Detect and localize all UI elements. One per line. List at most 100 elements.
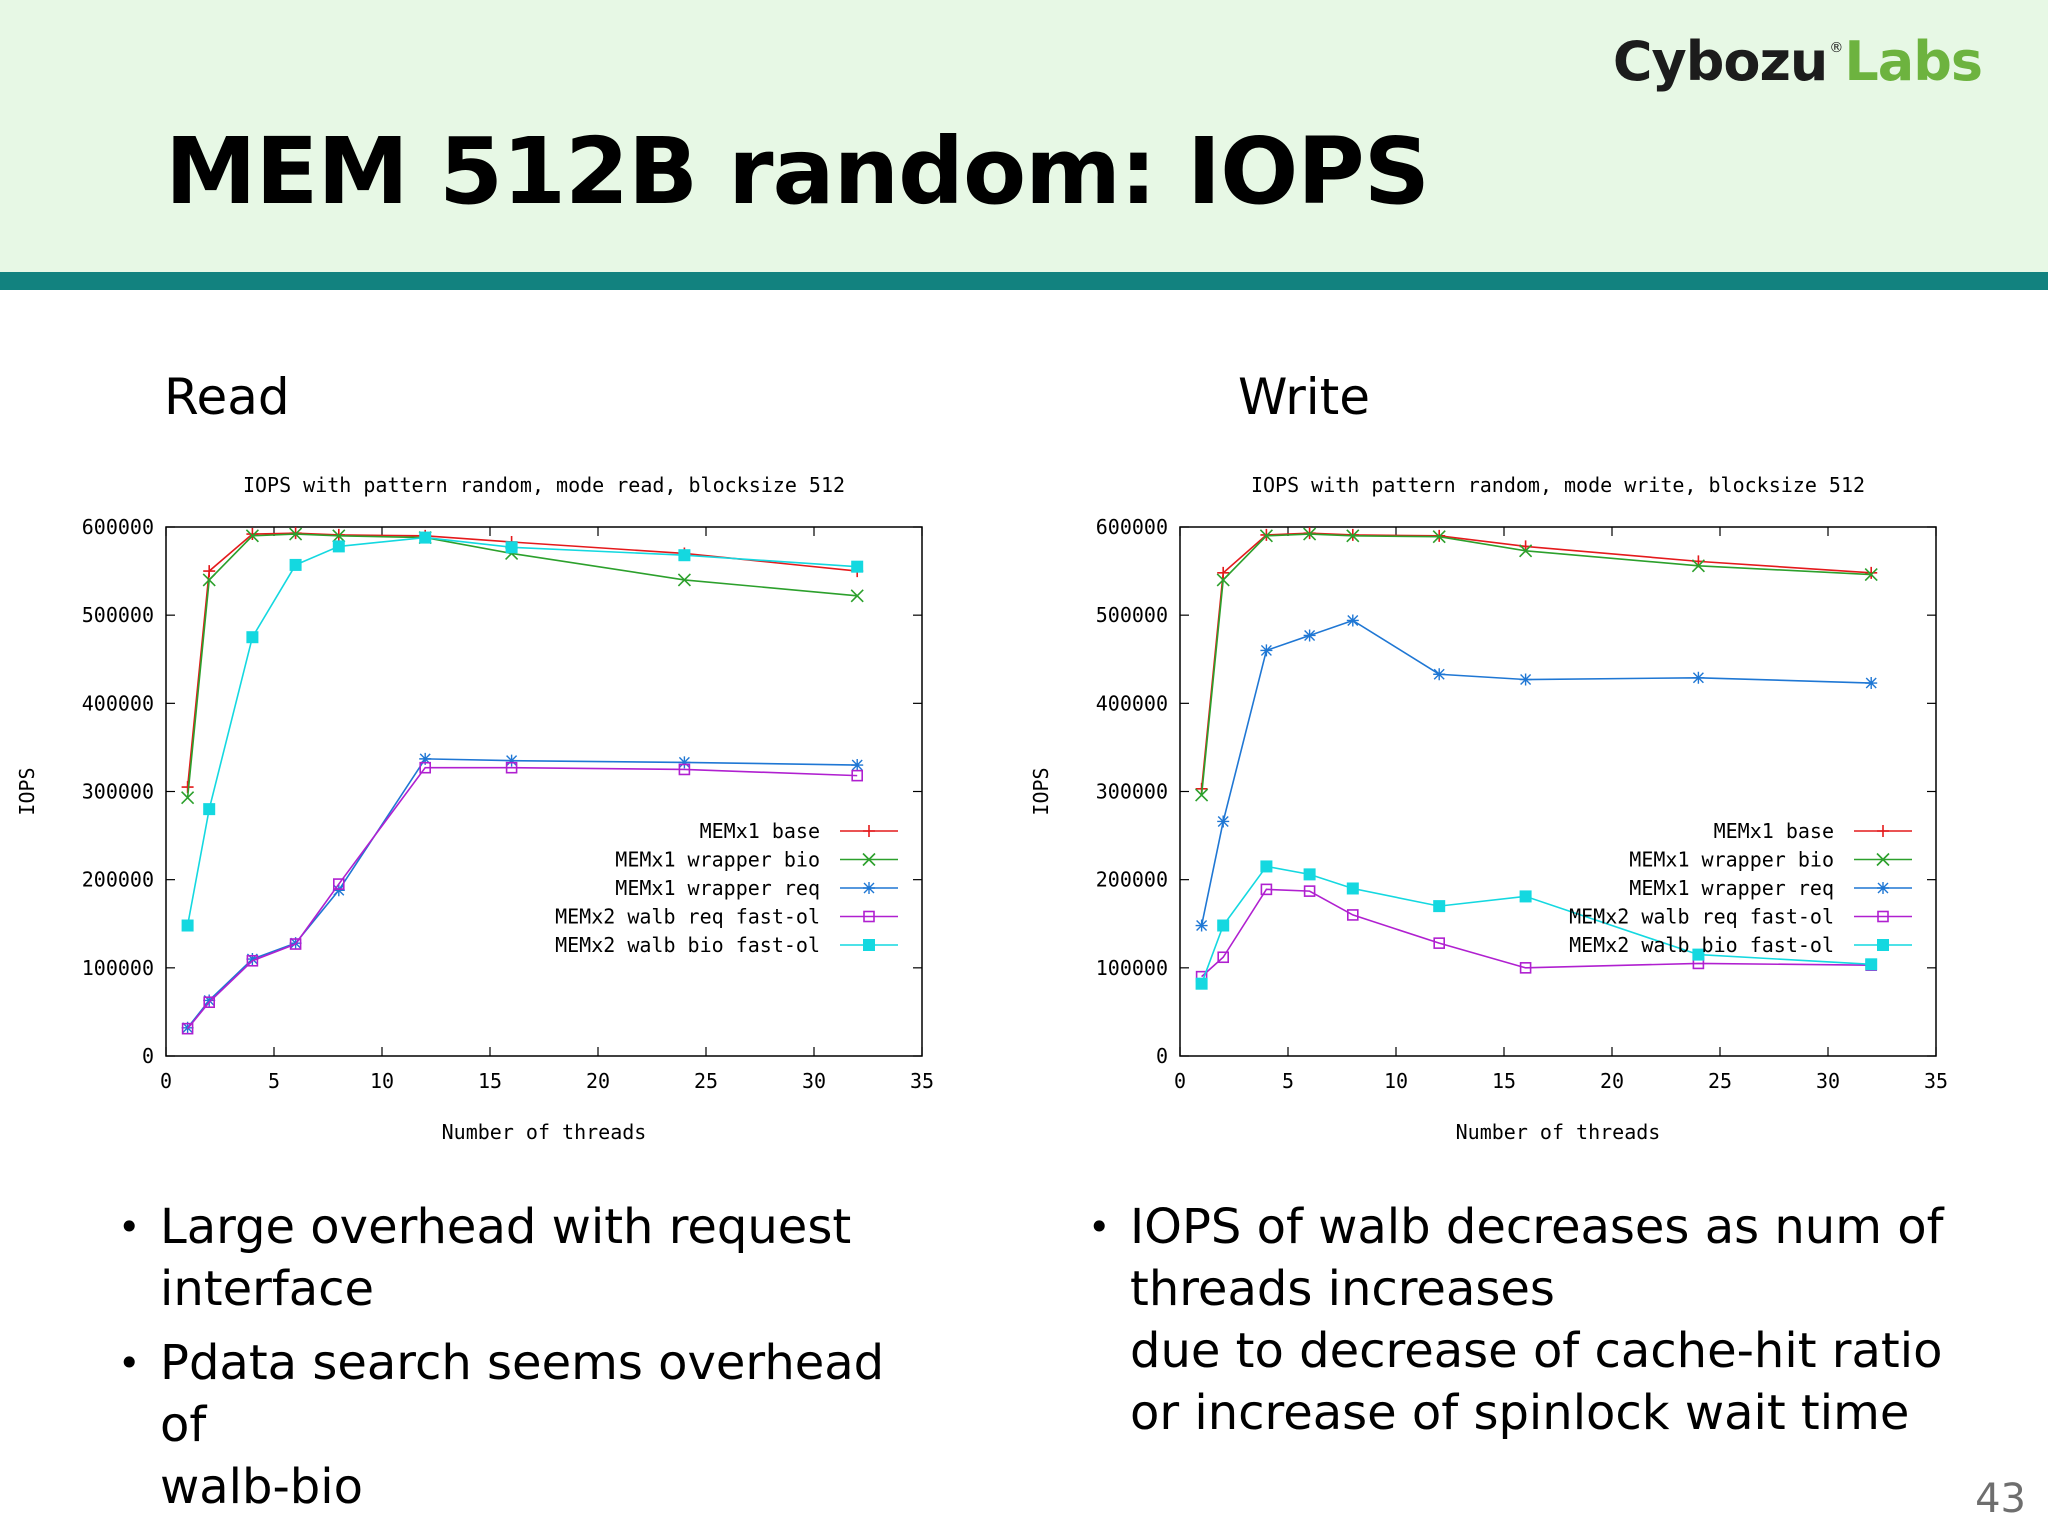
data-point: [1519, 673, 1532, 686]
series-line: [186, 533, 858, 798]
data-point: [332, 884, 345, 897]
data-point: [203, 996, 215, 1009]
y-tick-label: 200000: [1096, 868, 1168, 892]
data-point: [505, 761, 518, 774]
write-subhead: Write: [1238, 368, 1371, 426]
data-point: [1195, 977, 1208, 990]
legend-label: MEMx1 wrapper bio: [1629, 848, 1834, 872]
data-point: [1303, 629, 1316, 642]
data-point: [1217, 951, 1229, 964]
x-tick-label: 30: [802, 1069, 826, 1093]
data-point: [851, 769, 864, 782]
y-tick-label: 100000: [1096, 956, 1168, 980]
logo-registered-mark: ®: [1829, 40, 1843, 56]
y-tick-label: 500000: [1096, 603, 1168, 627]
x-tick-label: 0: [1174, 1069, 1186, 1093]
page-number: 43: [1975, 1476, 2026, 1522]
series-memx1-base: [181, 527, 864, 794]
y-tick-label: 0: [1156, 1044, 1168, 1068]
legend-entry: MEMx2 walb req fast-ol: [1569, 905, 1912, 929]
data-point: [1692, 948, 1705, 961]
data-point: [332, 540, 345, 553]
data-point: [1346, 529, 1360, 543]
data-point: [505, 754, 518, 767]
data-point: [1259, 529, 1273, 543]
x-tick-label: 15: [478, 1069, 502, 1093]
data-point: [678, 549, 691, 562]
data-point: [1260, 883, 1273, 896]
data-point: [246, 631, 259, 644]
legend-label: MEMx2 walb bio fast-ol: [1569, 933, 1834, 957]
x-tick-label: 20: [586, 1069, 610, 1093]
data-point: [332, 529, 346, 543]
data-point: [1864, 568, 1878, 582]
write-findings-list: • IOPS of walb decreases as num of thread…: [1088, 1196, 1990, 1456]
y-axis-label: IOPS: [15, 767, 39, 815]
x-tick-label: 25: [1708, 1069, 1732, 1093]
y-tick-label: 0: [142, 1044, 154, 1068]
data-point: [1519, 962, 1532, 974]
data-point: [1303, 868, 1316, 881]
x-axis-label: Number of threads: [1456, 1120, 1661, 1144]
data-point: [203, 565, 216, 578]
legend-marker: [862, 852, 876, 867]
header-band: [0, 272, 2048, 290]
y-tick-label: 400000: [82, 691, 154, 715]
data-point: [1865, 958, 1878, 971]
header-background: [0, 0, 2048, 272]
read-bullet: • Large overhead with request interface: [118, 1196, 940, 1320]
data-point: [677, 573, 691, 587]
read-bullet: • Pdata search seems overhead of walb-bio: [118, 1332, 940, 1518]
data-point: [1865, 677, 1878, 690]
logo-text-cybozu: Cybozu: [1612, 30, 1828, 93]
read-subhead: Read: [164, 368, 290, 426]
data-point: [419, 531, 432, 544]
logo-text-labs: Labs: [1844, 30, 1983, 93]
data-point: [181, 791, 195, 805]
cybozu-labs-logo: Cybozu ®Labs: [1612, 30, 1983, 100]
legend-label: MEMx1 base: [700, 819, 820, 843]
x-tick-label: 5: [1282, 1069, 1294, 1093]
data-point: [419, 752, 432, 765]
data-point: [245, 529, 259, 543]
data-point: [202, 573, 216, 587]
series-line: [186, 766, 858, 1030]
data-point: [1519, 890, 1532, 903]
x-axis-label: Number of threads: [442, 1120, 647, 1144]
series-memx2-walb-req-fast-ol: [1195, 883, 1878, 983]
legend-entry: MEMx1 base: [1714, 819, 1912, 843]
data-point: [850, 589, 864, 603]
legend-label: MEMx2 walb req fast-ol: [1569, 905, 1834, 929]
data-point: [1346, 909, 1359, 921]
legend-label: MEMx2 walb req fast-ol: [555, 905, 820, 929]
data-point: [851, 560, 864, 573]
write-iops-chart: IOPS with pattern random, mode write, bl…: [1029, 473, 1948, 1144]
y-tick-label: 500000: [82, 603, 154, 627]
y-tick-label: 400000: [1096, 691, 1168, 715]
data-point: [1303, 527, 1317, 541]
legend-marker: [863, 825, 875, 837]
x-tick-label: 0: [160, 1069, 172, 1093]
legend-entry: MEMx2 walb bio fast-ol: [1569, 933, 1912, 957]
slide-title: MEM 512B random: IOPS: [165, 118, 1430, 225]
legend-label: MEMx1 wrapper bio: [615, 848, 820, 872]
data-point: [1519, 544, 1533, 558]
series-memx1-base: [1195, 527, 1878, 795]
plot-frame: [1179, 526, 1937, 1057]
chart-title: IOPS with pattern random, mode write, bl…: [1251, 473, 1865, 497]
data-point: [203, 994, 216, 1007]
data-point: [419, 761, 432, 774]
legend-entry: MEMx2 walb bio fast-ol: [555, 933, 898, 957]
data-point: [678, 756, 691, 769]
data-point: [678, 763, 691, 776]
data-point: [1865, 566, 1878, 579]
x-tick-label: 35: [1924, 1069, 1948, 1093]
data-point: [246, 953, 259, 966]
data-point: [1217, 919, 1230, 932]
legend-marker: [1877, 910, 1889, 923]
read-findings-list: • Large overhead with request interface • P…: [118, 1196, 940, 1530]
series-memx2-walb-bio-fast-ol: [1195, 860, 1878, 990]
data-point: [1691, 559, 1705, 573]
legend-entry: MEMx1 wrapper bio: [615, 848, 898, 872]
y-tick-label: 600000: [82, 515, 154, 539]
